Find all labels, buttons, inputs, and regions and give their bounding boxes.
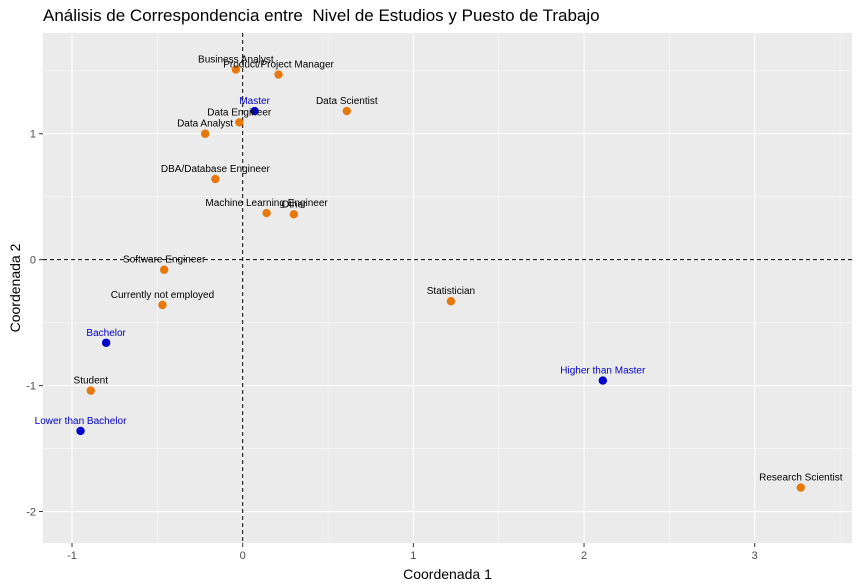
data-point <box>159 265 169 274</box>
y-tick-label: -2 <box>26 507 36 519</box>
data-point-label: Higher than Master <box>560 366 646 377</box>
data-point-label: Currently not employed <box>111 290 214 301</box>
data-points <box>76 65 805 492</box>
x-axis-title: Coordenada 1 <box>403 566 492 582</box>
data-point-label: Data Scientist <box>316 96 378 107</box>
x-tick-label: -1 <box>67 550 77 562</box>
x-tick-label: 2 <box>581 550 587 562</box>
x-tick-label: 3 <box>752 550 758 562</box>
y-tick-label: 0 <box>30 255 36 267</box>
data-point <box>342 106 352 116</box>
data-point-label: Master <box>239 96 270 107</box>
data-point-label: Software Engineer <box>123 255 206 266</box>
data-point-label: Research Scientist <box>759 473 843 484</box>
data-point-label: Student <box>74 376 109 387</box>
data-point-label: Product/Project Manager <box>223 60 334 71</box>
data-point-label: Other <box>281 199 307 210</box>
data-point-label: Data Analyst <box>177 119 233 130</box>
data-point <box>250 106 259 116</box>
y-axis-title: Coordenada 2 <box>7 243 23 332</box>
data-point-label: Lower than Bachelor <box>35 416 127 427</box>
data-point <box>598 376 608 385</box>
data-point <box>200 129 210 138</box>
data-point <box>158 300 167 310</box>
x-tick-label: 0 <box>240 550 246 562</box>
chart-title: Análisis de Correspondencia entre Nivel … <box>43 6 600 25</box>
data-point-label: Data Engineer <box>207 107 272 118</box>
data-point <box>796 483 805 492</box>
plot-panel <box>43 33 852 543</box>
point-labels: Master Bachelor Lower than Bachelor Higher … <box>35 55 843 484</box>
data-point-label: DBA/Database Engineer <box>161 164 271 175</box>
data-point <box>235 118 244 127</box>
data-point <box>101 338 111 347</box>
data-point-label: Business Analyst <box>198 55 274 66</box>
data-point <box>76 426 85 436</box>
x-tick-label: 1 <box>410 550 416 562</box>
data-point <box>274 70 283 79</box>
data-point-label: Statistician <box>427 286 475 297</box>
data-point <box>289 210 299 219</box>
data-point <box>446 297 456 306</box>
data-point <box>262 208 271 218</box>
y-tick-label: -1 <box>26 381 36 393</box>
data-point <box>231 65 241 74</box>
data-point <box>211 174 220 184</box>
axis-ticks: -1 0 1 2 3 -2 -1 0 1 <box>26 129 758 562</box>
y-tick-label: 1 <box>30 129 36 141</box>
data-point <box>86 386 95 395</box>
data-point-label: Bachelor <box>86 328 126 339</box>
data-point-label: Machine Learning Engineer <box>205 198 328 209</box>
reference-lines <box>43 33 852 543</box>
minor-grid <box>43 33 852 543</box>
